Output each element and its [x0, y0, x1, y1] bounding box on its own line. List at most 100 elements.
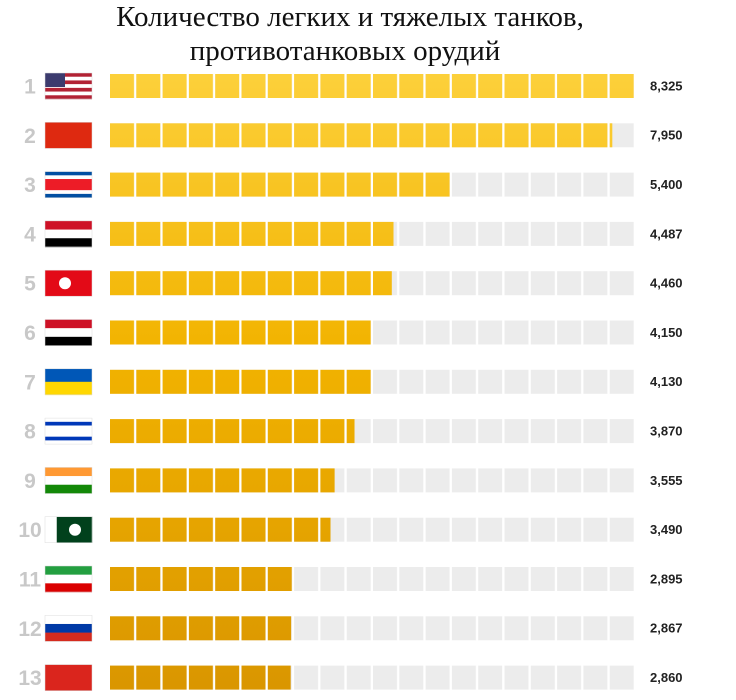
rank-label: 1 — [24, 76, 36, 99]
flag — [44, 319, 93, 346]
flag-stripe — [45, 175, 92, 180]
rank-label: 13 — [18, 667, 41, 690]
value-label: 8,325 — [650, 78, 683, 93]
rank-label: 2 — [24, 125, 36, 148]
flag-stripe — [45, 429, 92, 434]
flag — [44, 220, 93, 248]
flag-stripe — [45, 436, 92, 441]
flag-stripe — [56, 516, 69, 543]
rank-label: 11 — [19, 569, 42, 592]
rank-label: 8 — [24, 421, 36, 444]
bar — [110, 271, 392, 296]
value-label: 4,460 — [650, 276, 683, 291]
flag-stripe — [45, 476, 92, 486]
flag-border — [44, 417, 93, 445]
bar — [110, 320, 373, 345]
value-label: 7,950 — [650, 128, 683, 143]
flag-stripe — [45, 171, 92, 176]
flag — [44, 72, 93, 100]
flag-stripe — [45, 336, 92, 346]
chart-title: противотанковых орудий — [190, 35, 501, 67]
rank-label: 10 — [18, 519, 41, 542]
flag-stripe — [45, 615, 92, 625]
rank-label: 4 — [24, 223, 36, 246]
bar — [110, 419, 355, 444]
flag — [44, 417, 93, 445]
value-label: 2,867 — [650, 621, 683, 636]
flag-stripe — [45, 516, 58, 543]
value-label: 2,860 — [650, 670, 683, 685]
value-label: 3,490 — [650, 522, 683, 537]
flag-border — [44, 615, 93, 642]
flag-stripe — [45, 95, 92, 100]
flag-stripe — [45, 84, 92, 89]
flag-border — [44, 467, 93, 494]
bar — [110, 74, 636, 98]
flag-stripe — [45, 190, 92, 195]
flag-stripe — [45, 368, 92, 383]
flag-stripe — [45, 238, 92, 248]
flag-stripe — [45, 91, 92, 96]
value-label: 5,400 — [650, 177, 683, 192]
flag-emblem — [69, 523, 81, 536]
flag-border — [44, 664, 93, 691]
flag-border — [44, 565, 93, 593]
bar — [110, 665, 291, 690]
flag-border — [44, 122, 93, 149]
flag-stripe — [45, 574, 92, 584]
flag-border — [44, 269, 93, 297]
flag-stripe — [45, 193, 92, 198]
flag-border — [44, 220, 93, 248]
flag-stripe — [45, 179, 92, 184]
flag-stripe — [45, 418, 92, 423]
flag-border — [44, 368, 93, 396]
flag-stripe — [45, 467, 92, 477]
bar — [110, 616, 292, 641]
flag-border — [44, 171, 93, 198]
flag-stripe — [45, 319, 92, 329]
flag-stripe — [45, 664, 92, 691]
rank-label: 9 — [24, 470, 36, 493]
flag — [44, 516, 93, 543]
flag — [44, 664, 93, 691]
flag-stripe — [45, 328, 92, 338]
flag-stripe — [45, 632, 92, 642]
flag — [44, 269, 93, 297]
rank-label: 3 — [24, 174, 36, 197]
flag-stripe — [45, 432, 92, 437]
rank-label: 5 — [24, 273, 36, 296]
flag-stripe — [45, 229, 92, 239]
bar — [110, 517, 331, 542]
rank-label: 7 — [24, 371, 36, 394]
flag-border — [44, 516, 93, 543]
flag-stripe — [45, 73, 92, 78]
flag-stripe — [45, 623, 92, 633]
flag-stripe — [45, 484, 92, 494]
bar — [110, 369, 371, 394]
flag — [44, 171, 93, 198]
rank-label: 12 — [18, 618, 41, 641]
flag-stripe — [45, 87, 92, 92]
flag-stripe — [45, 381, 92, 396]
flag-border — [44, 72, 93, 100]
chart-title: Количество легких и тяжелых танков, — [116, 1, 584, 33]
flag-stripe — [45, 182, 92, 187]
bar — [110, 123, 613, 148]
value-label: 4,487 — [650, 226, 683, 241]
flag-stripe — [45, 220, 92, 230]
rank-label: 6 — [24, 322, 36, 345]
value-label: 3,870 — [650, 424, 683, 439]
flag-stripe — [45, 421, 92, 426]
flag-emblem — [59, 277, 71, 290]
value-label: 4,150 — [650, 325, 683, 340]
flag-stripe — [45, 425, 92, 430]
flag — [44, 368, 93, 396]
bar — [110, 567, 293, 591]
flag-stripe — [45, 186, 92, 191]
value-label: 2,895 — [650, 571, 683, 586]
flag — [44, 565, 93, 593]
flag-stripe — [80, 516, 93, 543]
flag-border — [44, 319, 93, 346]
flag — [44, 122, 93, 149]
value-label: 3,555 — [650, 473, 683, 488]
